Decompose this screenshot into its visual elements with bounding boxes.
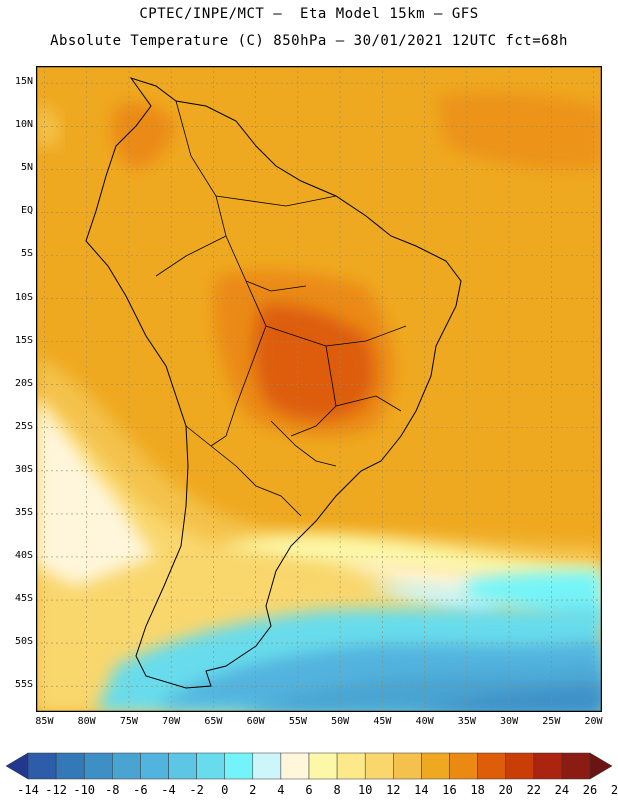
colorbar-max-arrow	[589, 752, 612, 780]
lon-label: 45W	[373, 716, 392, 727]
lon-label: 25W	[542, 716, 561, 727]
lon-label: 60W	[246, 716, 265, 727]
colorbar-label: 18	[470, 783, 485, 797]
colorbar-swatch	[83, 752, 113, 780]
colorbar-swatch	[140, 752, 169, 780]
colorbar-swatch	[112, 752, 141, 780]
colorbar-label: -12	[45, 783, 67, 797]
lat-label: 35S	[14, 506, 33, 518]
lat-label: 15N	[14, 76, 33, 88]
lat-label: 25S	[14, 420, 33, 432]
colorbar-label: 6	[305, 783, 313, 797]
lat-label: 20S	[14, 377, 33, 389]
colorbar-label: -4	[161, 783, 176, 797]
colorbar-swatch	[533, 752, 563, 780]
colorbar-label: -2	[189, 783, 204, 797]
map-gridlines	[36, 66, 602, 712]
colorbar-label: -8	[105, 783, 120, 797]
lon-label: 40W	[415, 716, 434, 727]
colorbar-swatch	[168, 752, 197, 780]
lon-label: 55W	[288, 716, 307, 727]
lon-label: 85W	[35, 716, 54, 727]
lat-label: 30S	[14, 463, 33, 475]
map-border	[36, 66, 602, 712]
temperature-map	[36, 66, 602, 712]
lon-label: 50W	[331, 716, 350, 727]
lat-label: 45S	[14, 593, 33, 605]
colorbar-swatch	[224, 752, 254, 780]
lon-label: 35W	[457, 716, 476, 727]
lat-label: EQ	[20, 205, 33, 217]
field-zone-minus8	[416, 686, 602, 712]
colorbar-label: 14	[414, 783, 429, 797]
colorbar-label: 4	[277, 783, 285, 797]
colorbar-min-arrow	[6, 752, 29, 780]
colorbar-swatch	[477, 752, 506, 780]
colorbar-label: -14	[17, 783, 39, 797]
lon-label: 30W	[500, 716, 519, 727]
colorbar-swatch	[421, 752, 450, 780]
field-zone-6-west	[36, 396, 156, 586]
colorbar-swatch	[336, 752, 366, 780]
coastline-south-america	[85, 77, 462, 689]
colorbar-label: 26	[582, 783, 598, 797]
colorbar-label: 16	[442, 783, 457, 797]
lat-label: 15S	[14, 334, 33, 346]
colorbar-swatch	[252, 752, 282, 780]
field-zone-20-north	[111, 102, 176, 169]
lat-label: 10S	[14, 291, 33, 303]
colorbar-swatch	[196, 752, 225, 780]
colorbar-label: 10	[357, 783, 373, 797]
colorbar-swatch	[55, 752, 85, 780]
lon-label: 20W	[584, 716, 603, 727]
lat-label: 55S	[14, 679, 33, 691]
lat-label: 5N	[20, 162, 33, 174]
colorbar-swatch	[364, 752, 394, 780]
colorbar-label: 8	[333, 783, 341, 797]
colorbar-label: 12	[386, 783, 401, 797]
colorbar-swatch	[280, 752, 310, 780]
colorbar-swatch	[27, 752, 57, 780]
colorbar-swatch	[393, 752, 422, 780]
country-borders	[155, 100, 407, 517]
lon-label: 70W	[162, 716, 181, 727]
colorbar-swatch	[308, 752, 338, 780]
lon-label: 65W	[204, 716, 223, 727]
colorbar-label: 0	[221, 783, 229, 797]
lat-label: 10N	[14, 119, 33, 131]
colorbar-swatch	[449, 752, 478, 780]
lon-label: 75W	[119, 716, 138, 727]
colorbar-label: 24	[554, 783, 570, 797]
lon-label: 80W	[77, 716, 96, 727]
colorbar-swatch	[561, 752, 591, 780]
field-zone-22	[254, 305, 375, 420]
lat-label: 5S	[20, 248, 33, 260]
colorbar-label: 2	[249, 783, 257, 797]
lat-label: 40S	[14, 549, 33, 561]
colorbar-label: 28	[610, 783, 618, 797]
colorbar-label: -6	[133, 783, 148, 797]
colorbar-swatch	[505, 752, 535, 780]
chart-title-line1: CPTEC/INPE/MCT – Eta Model 15km – GFS	[139, 6, 479, 22]
field-zone-20-atlantic	[436, 91, 602, 170]
colorbar-label: 22	[526, 783, 542, 797]
chart-title-line2: Absolute Temperature (C) 850hPa – 30/01/…	[50, 33, 568, 49]
colorbar	[6, 752, 612, 780]
lat-label: 50S	[14, 636, 33, 648]
colorbar-label: -10	[73, 783, 96, 797]
colorbar-label: 20	[498, 783, 513, 797]
